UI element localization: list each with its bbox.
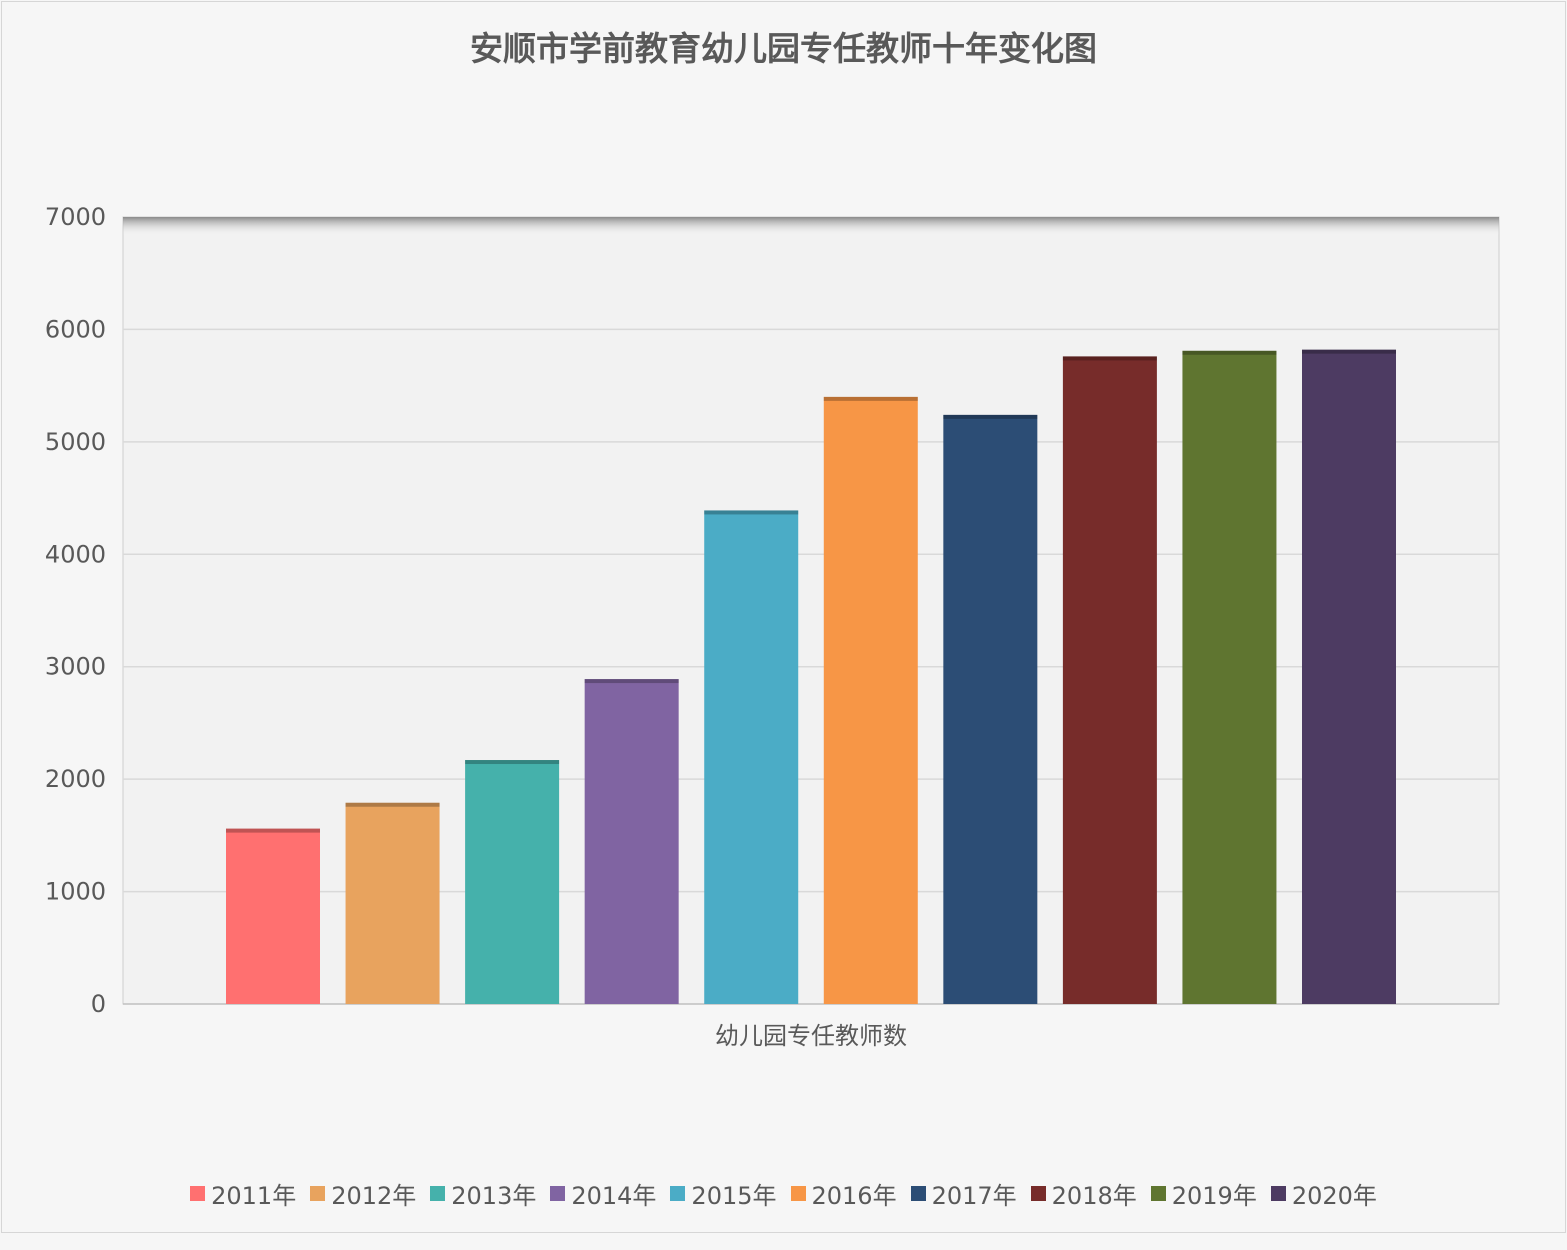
legend-item: 2014年 [550,1176,656,1211]
bar-top-edge [1182,350,1277,355]
bar-top-edge [823,396,918,401]
legend-label: 2018年 [1051,1182,1137,1210]
y-tick-label: 5000 [45,428,106,456]
legend-swatch [430,1186,446,1201]
bar-2016年 [823,396,918,1004]
legend-item: 2017年 [910,1176,1017,1211]
y-tick-label: 0 [91,990,106,1018]
bar-2019年 [1182,350,1277,1004]
legend-swatch [190,1186,206,1201]
legend-label: 2019年 [1171,1182,1257,1210]
bar-top-edge [345,802,440,807]
legend-swatch [910,1186,926,1201]
bar-top-edge [943,414,1038,419]
plot-area [122,216,1500,1005]
legend-item: 2020年 [1270,1176,1377,1211]
bar-top-edge [1062,356,1157,361]
legend-label: 2016年 [811,1182,897,1210]
y-tick-label: 4000 [45,540,106,568]
legend-swatch [1030,1186,1046,1201]
x-category-label: 幼儿园专任教师数 [715,1022,907,1050]
bar-2020年 [1302,349,1396,1004]
legend-label: 2012年 [331,1182,417,1210]
legend-item: 2015年 [670,1176,777,1211]
legend-label: 2014年 [571,1182,657,1210]
y-tick-label: 3000 [45,653,106,681]
legend-item: 2011年 [190,1176,296,1211]
legend: 2011年 2012年 2013年 2014年 2015年 2016年 2017年 2018年… [0,1176,1567,1211]
plot-top-shade [123,217,1499,235]
bar-2018年 [1062,356,1157,1004]
plot-background [122,216,1500,1005]
legend-item: 2016年 [790,1176,897,1211]
legend-label: 2017年 [931,1182,1017,1210]
bar-2012年 [345,802,440,1004]
y-tick-label: 1000 [45,878,106,906]
bars [226,349,1396,1005]
bar-2011年 [226,828,320,1004]
legend-item: 2013年 [430,1176,536,1211]
legend-swatch [310,1186,326,1201]
legend-swatch [1150,1186,1166,1201]
legend-item: 2012年 [310,1176,416,1211]
legend-label: 2013年 [451,1182,537,1210]
y-axis-ticks: 0 1000 2000 3000 4000 5000 6000 7000 [45,203,106,1018]
y-tick-label: 7000 [45,203,106,231]
bar-top-edge [584,679,679,684]
legend-swatch [550,1186,566,1201]
bar-top-edge [704,510,799,515]
y-tick-label: 6000 [45,315,106,343]
legend-item: 2018年 [1030,1176,1137,1211]
bar-2017年 [943,414,1038,1005]
bar-top-edge [1302,349,1396,354]
legend-label: 2011年 [211,1182,297,1210]
bar-top-edge [465,760,560,765]
chart-title: 安顺市学前教育幼儿园专任教师十年变化图 [470,29,1097,68]
legend-item: 2019年 [1150,1176,1257,1211]
bar-2015年 [704,510,799,1004]
legend-swatch [1270,1186,1286,1201]
bar-2013年 [465,760,560,1004]
y-tick-label: 2000 [45,765,106,793]
legend-label: 2015年 [691,1182,777,1210]
legend-swatch [790,1186,806,1201]
bar-top-edge [226,828,320,833]
legend-swatch [670,1186,686,1201]
bar-2014年 [584,679,679,1004]
legend-label: 2020年 [1291,1182,1377,1210]
